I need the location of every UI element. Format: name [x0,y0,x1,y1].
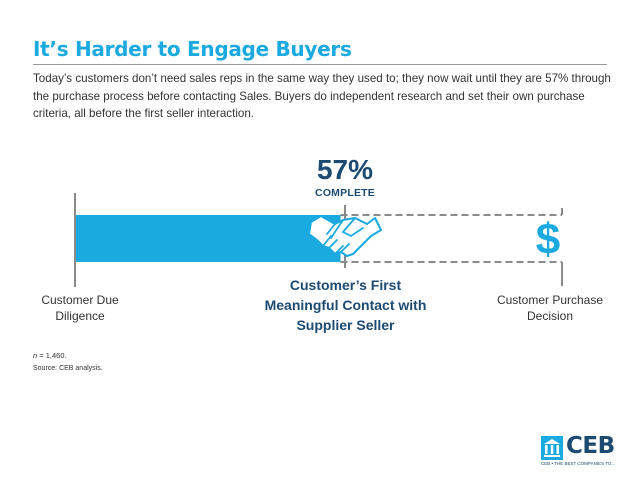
progress-complete-label: COMPLETE [315,187,375,199]
purchase-decision-label: Customer Purchase Decision [496,293,604,323]
intro-paragraph: Today’s customers don’t need sales reps … [33,72,611,120]
n-value: = 1,460. [37,351,67,360]
due-diligence-label: Customer Due Diligence [41,293,119,323]
logo-tagline: CEB • THE BEST COMPANIES TO... [541,461,616,466]
source-note: Source: CEB analysis. [33,365,103,372]
title-divider [33,64,607,65]
sample-size-note: n = 1,460. [33,351,67,360]
logo-wordmark: CEB [566,433,615,459]
n-symbol: n [33,351,38,360]
handshake-icon [308,215,382,257]
institution-icon [541,436,563,460]
page-title: It’s Harder to Engage Buyers [33,37,352,61]
progress-bar-fill [76,215,341,262]
first-contact-label: Customer’s First Meaningful Contact with… [264,277,427,333]
dollar-sign: $ [536,215,560,264]
progress-percent: 57% [316,154,374,185]
